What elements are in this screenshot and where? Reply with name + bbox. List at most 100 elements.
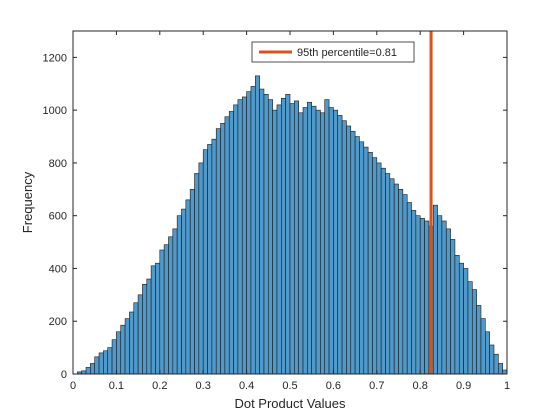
histogram-bar	[211, 138, 217, 375]
y-tick-label: 1200	[43, 52, 67, 64]
histogram-bar	[228, 111, 234, 375]
histogram-bar	[441, 220, 447, 375]
x-tick-label: 0.5	[282, 380, 297, 392]
histogram-bar	[172, 228, 178, 375]
x-tick-label: 0.4	[239, 380, 254, 392]
x-tick-label: 0.6	[326, 380, 341, 392]
histogram-bar	[142, 283, 148, 375]
histogram-bar	[411, 210, 417, 375]
histogram-bar	[111, 339, 117, 375]
histogram-bar	[467, 281, 473, 375]
histogram-bar	[285, 94, 291, 375]
x-tick-label: 0.3	[196, 380, 211, 392]
x-tick-label: 0.7	[369, 380, 384, 392]
x-tick-label: 0.9	[456, 380, 471, 392]
histogram-bar	[137, 294, 143, 375]
histogram-bar	[458, 262, 464, 375]
histogram-bar	[116, 331, 122, 375]
histogram-bar	[419, 218, 425, 375]
histogram-bar	[389, 178, 395, 375]
histogram-bar	[181, 208, 187, 375]
histogram-bar	[198, 162, 204, 375]
histogram-bar	[103, 350, 109, 375]
histogram-bar	[489, 344, 495, 375]
histogram-bar	[445, 228, 451, 375]
histogram-bar	[398, 189, 404, 375]
histogram-bar	[267, 99, 273, 375]
histogram-bar	[311, 105, 317, 375]
histogram-bar	[333, 109, 339, 375]
histogram-bar	[90, 363, 96, 375]
histogram-bar	[354, 136, 360, 375]
histogram-bar	[424, 220, 430, 375]
x-axis-ticks: 0 0.1 0.2 0.3 0.4 0.5 0.6 0.7 0.8 0.9 1	[70, 31, 510, 392]
histogram-bar	[224, 116, 230, 375]
histogram-bar	[450, 239, 456, 375]
histogram-bar	[276, 104, 282, 375]
histogram-bar	[94, 356, 100, 375]
histogram-bar	[176, 215, 182, 375]
histogram-bar	[98, 352, 104, 375]
histogram-bar	[241, 96, 247, 375]
histogram-bar	[302, 107, 308, 375]
histogram-bar	[155, 262, 161, 375]
histogram-bar	[359, 141, 365, 375]
histogram-bar	[307, 101, 312, 375]
histogram-bar	[85, 367, 91, 375]
histogram-bar	[281, 97, 286, 375]
histogram-bar	[406, 202, 412, 375]
histogram-bar	[337, 115, 343, 375]
histogram-bar	[372, 157, 378, 375]
histogram-bar	[502, 369, 508, 375]
y-tick-label: 800	[49, 158, 67, 170]
y-axis-ticks: 0 200 400 600 800 1000 1200	[43, 52, 507, 381]
histogram-bar	[272, 109, 278, 375]
y-axis-label: Frequency	[20, 171, 35, 233]
y-tick-label: 600	[49, 211, 67, 223]
x-tick-label: 0.1	[109, 380, 124, 392]
histogram-bar	[463, 268, 469, 375]
histogram-bar	[346, 125, 352, 375]
histogram-bar	[237, 99, 243, 375]
histogram-bar	[315, 109, 321, 375]
histogram-bar	[367, 152, 373, 375]
histogram-bar	[402, 194, 408, 375]
histogram-bar	[471, 289, 477, 375]
x-axis-label: Dot Product Values	[234, 396, 346, 411]
x-tick-label: 0.2	[152, 380, 167, 392]
histogram-bar	[298, 112, 304, 375]
histogram-bar	[259, 88, 265, 375]
histogram-bar	[415, 215, 421, 375]
histogram-bar	[194, 173, 200, 375]
histogram-bar	[493, 353, 499, 375]
histogram-bar	[437, 215, 443, 375]
histogram-bar	[168, 236, 174, 375]
histogram-bar	[185, 199, 191, 375]
legend: 95th percentile=0.81	[251, 41, 415, 63]
histogram-bar	[498, 363, 503, 375]
histogram-bar	[480, 318, 486, 375]
y-tick-label: 0	[61, 369, 67, 381]
histogram-bar	[263, 94, 269, 375]
histogram-bar	[476, 305, 482, 375]
x-tick-label: 0	[70, 380, 76, 392]
histogram-bar	[107, 347, 113, 375]
histogram-bar	[320, 112, 326, 375]
histogram-bar	[129, 311, 135, 375]
histogram-bar	[207, 144, 213, 375]
legend-entry: 95th percentile=0.81	[297, 47, 397, 59]
y-tick-label: 200	[49, 316, 67, 328]
histogram-bar	[324, 99, 330, 375]
histogram-bar	[159, 249, 165, 375]
legend-box	[251, 41, 415, 63]
histogram-bar	[432, 204, 438, 375]
histogram-bar	[202, 149, 208, 375]
histogram-bar	[133, 302, 139, 375]
histogram-bar	[341, 120, 347, 375]
histogram-bar	[246, 91, 252, 375]
histogram-bar	[189, 189, 195, 375]
histogram-bar	[163, 244, 169, 375]
histogram-bar	[146, 278, 152, 375]
histogram-bar	[233, 104, 239, 375]
